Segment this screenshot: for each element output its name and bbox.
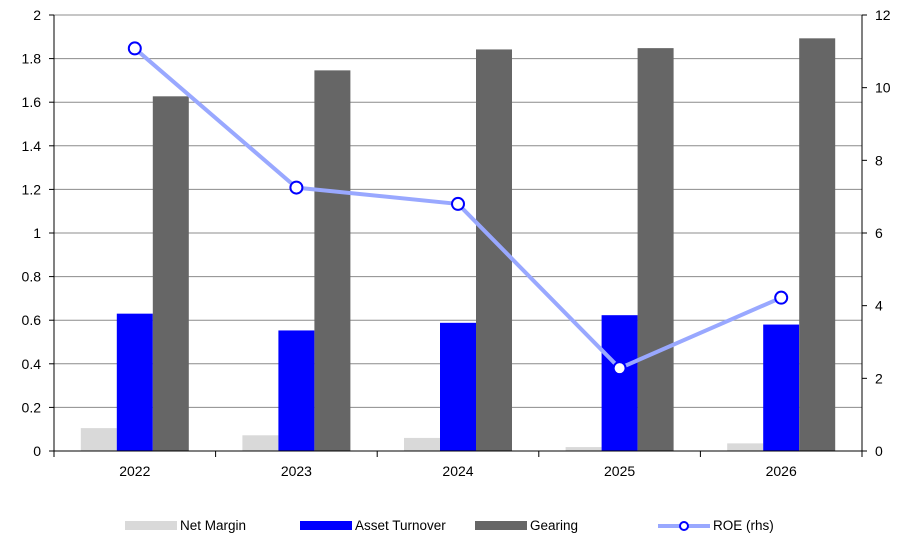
legend-label: Gearing xyxy=(530,518,578,533)
x-tick-label: 2022 xyxy=(119,463,150,479)
y-tick-label: 0.6 xyxy=(22,312,42,328)
roe-point xyxy=(774,290,789,305)
bar xyxy=(242,435,279,451)
bar xyxy=(637,48,674,452)
x-axis-ticks: 2022 2023 2024 2025 2026 xyxy=(53,451,863,479)
y2-tick-label: 10 xyxy=(875,80,891,96)
bar xyxy=(278,330,315,451)
roe-point xyxy=(127,41,142,56)
bar xyxy=(763,324,800,451)
y-tick-label: 0.4 xyxy=(22,356,42,372)
bar xyxy=(440,322,476,451)
legend: Net Margin Asset Turnover Gearing ROE (rhs) xyxy=(125,518,774,533)
legend-label: Net Margin xyxy=(180,518,246,533)
y2-tick-label: 8 xyxy=(875,152,883,168)
y-tick-label: 0 xyxy=(33,443,41,459)
bar xyxy=(314,70,351,451)
roe-point xyxy=(612,361,627,376)
bar xyxy=(727,443,764,451)
bar xyxy=(116,313,153,451)
y-tick-label: 1.2 xyxy=(22,181,42,197)
y2-tick-label: 2 xyxy=(875,370,883,386)
legend-swatch xyxy=(125,521,177,530)
y2-tick-label: 0 xyxy=(875,443,883,459)
y-tick-label: 0.2 xyxy=(22,399,42,415)
x-tick-label: 2024 xyxy=(442,463,473,479)
legend-label: Asset Turnover xyxy=(355,518,446,533)
bar xyxy=(601,315,638,451)
bar xyxy=(80,428,117,451)
bar xyxy=(799,38,836,452)
bar xyxy=(152,96,189,452)
y-tick-label: 1.6 xyxy=(22,94,42,110)
bar xyxy=(404,437,440,451)
roe-line xyxy=(127,41,789,376)
y2-tick-label: 4 xyxy=(875,298,883,314)
roe-point xyxy=(451,196,465,211)
x-tick-label: 2025 xyxy=(604,463,635,479)
legend-swatch xyxy=(475,521,527,530)
bar xyxy=(565,447,602,451)
x-tick-label: 2026 xyxy=(766,463,797,479)
y-tick-label: 1 xyxy=(33,225,41,241)
y2-axis-ticks: 0 2 4 6 8 10 12 xyxy=(862,7,891,459)
legend-label: ROE (rhs) xyxy=(713,518,774,533)
legend-swatch-marker xyxy=(679,521,689,531)
roe-point xyxy=(289,180,304,195)
y-axis-ticks: 0 0.2 0.4 0.6 0.8 1 1.2 1.4 1.6 1.8 2 xyxy=(22,7,54,459)
y-tick-label: 0.8 xyxy=(22,269,42,285)
y-tick-label: 1.8 xyxy=(22,51,42,67)
y-tick-label: 1.4 xyxy=(22,138,42,154)
y2-tick-label: 6 xyxy=(875,225,883,241)
bar xyxy=(476,49,512,451)
x-tick-label: 2023 xyxy=(281,463,312,479)
y2-tick-label: 12 xyxy=(875,7,891,23)
bars xyxy=(80,38,836,452)
y-tick-label: 2 xyxy=(33,7,41,23)
legend-swatch xyxy=(300,521,352,530)
